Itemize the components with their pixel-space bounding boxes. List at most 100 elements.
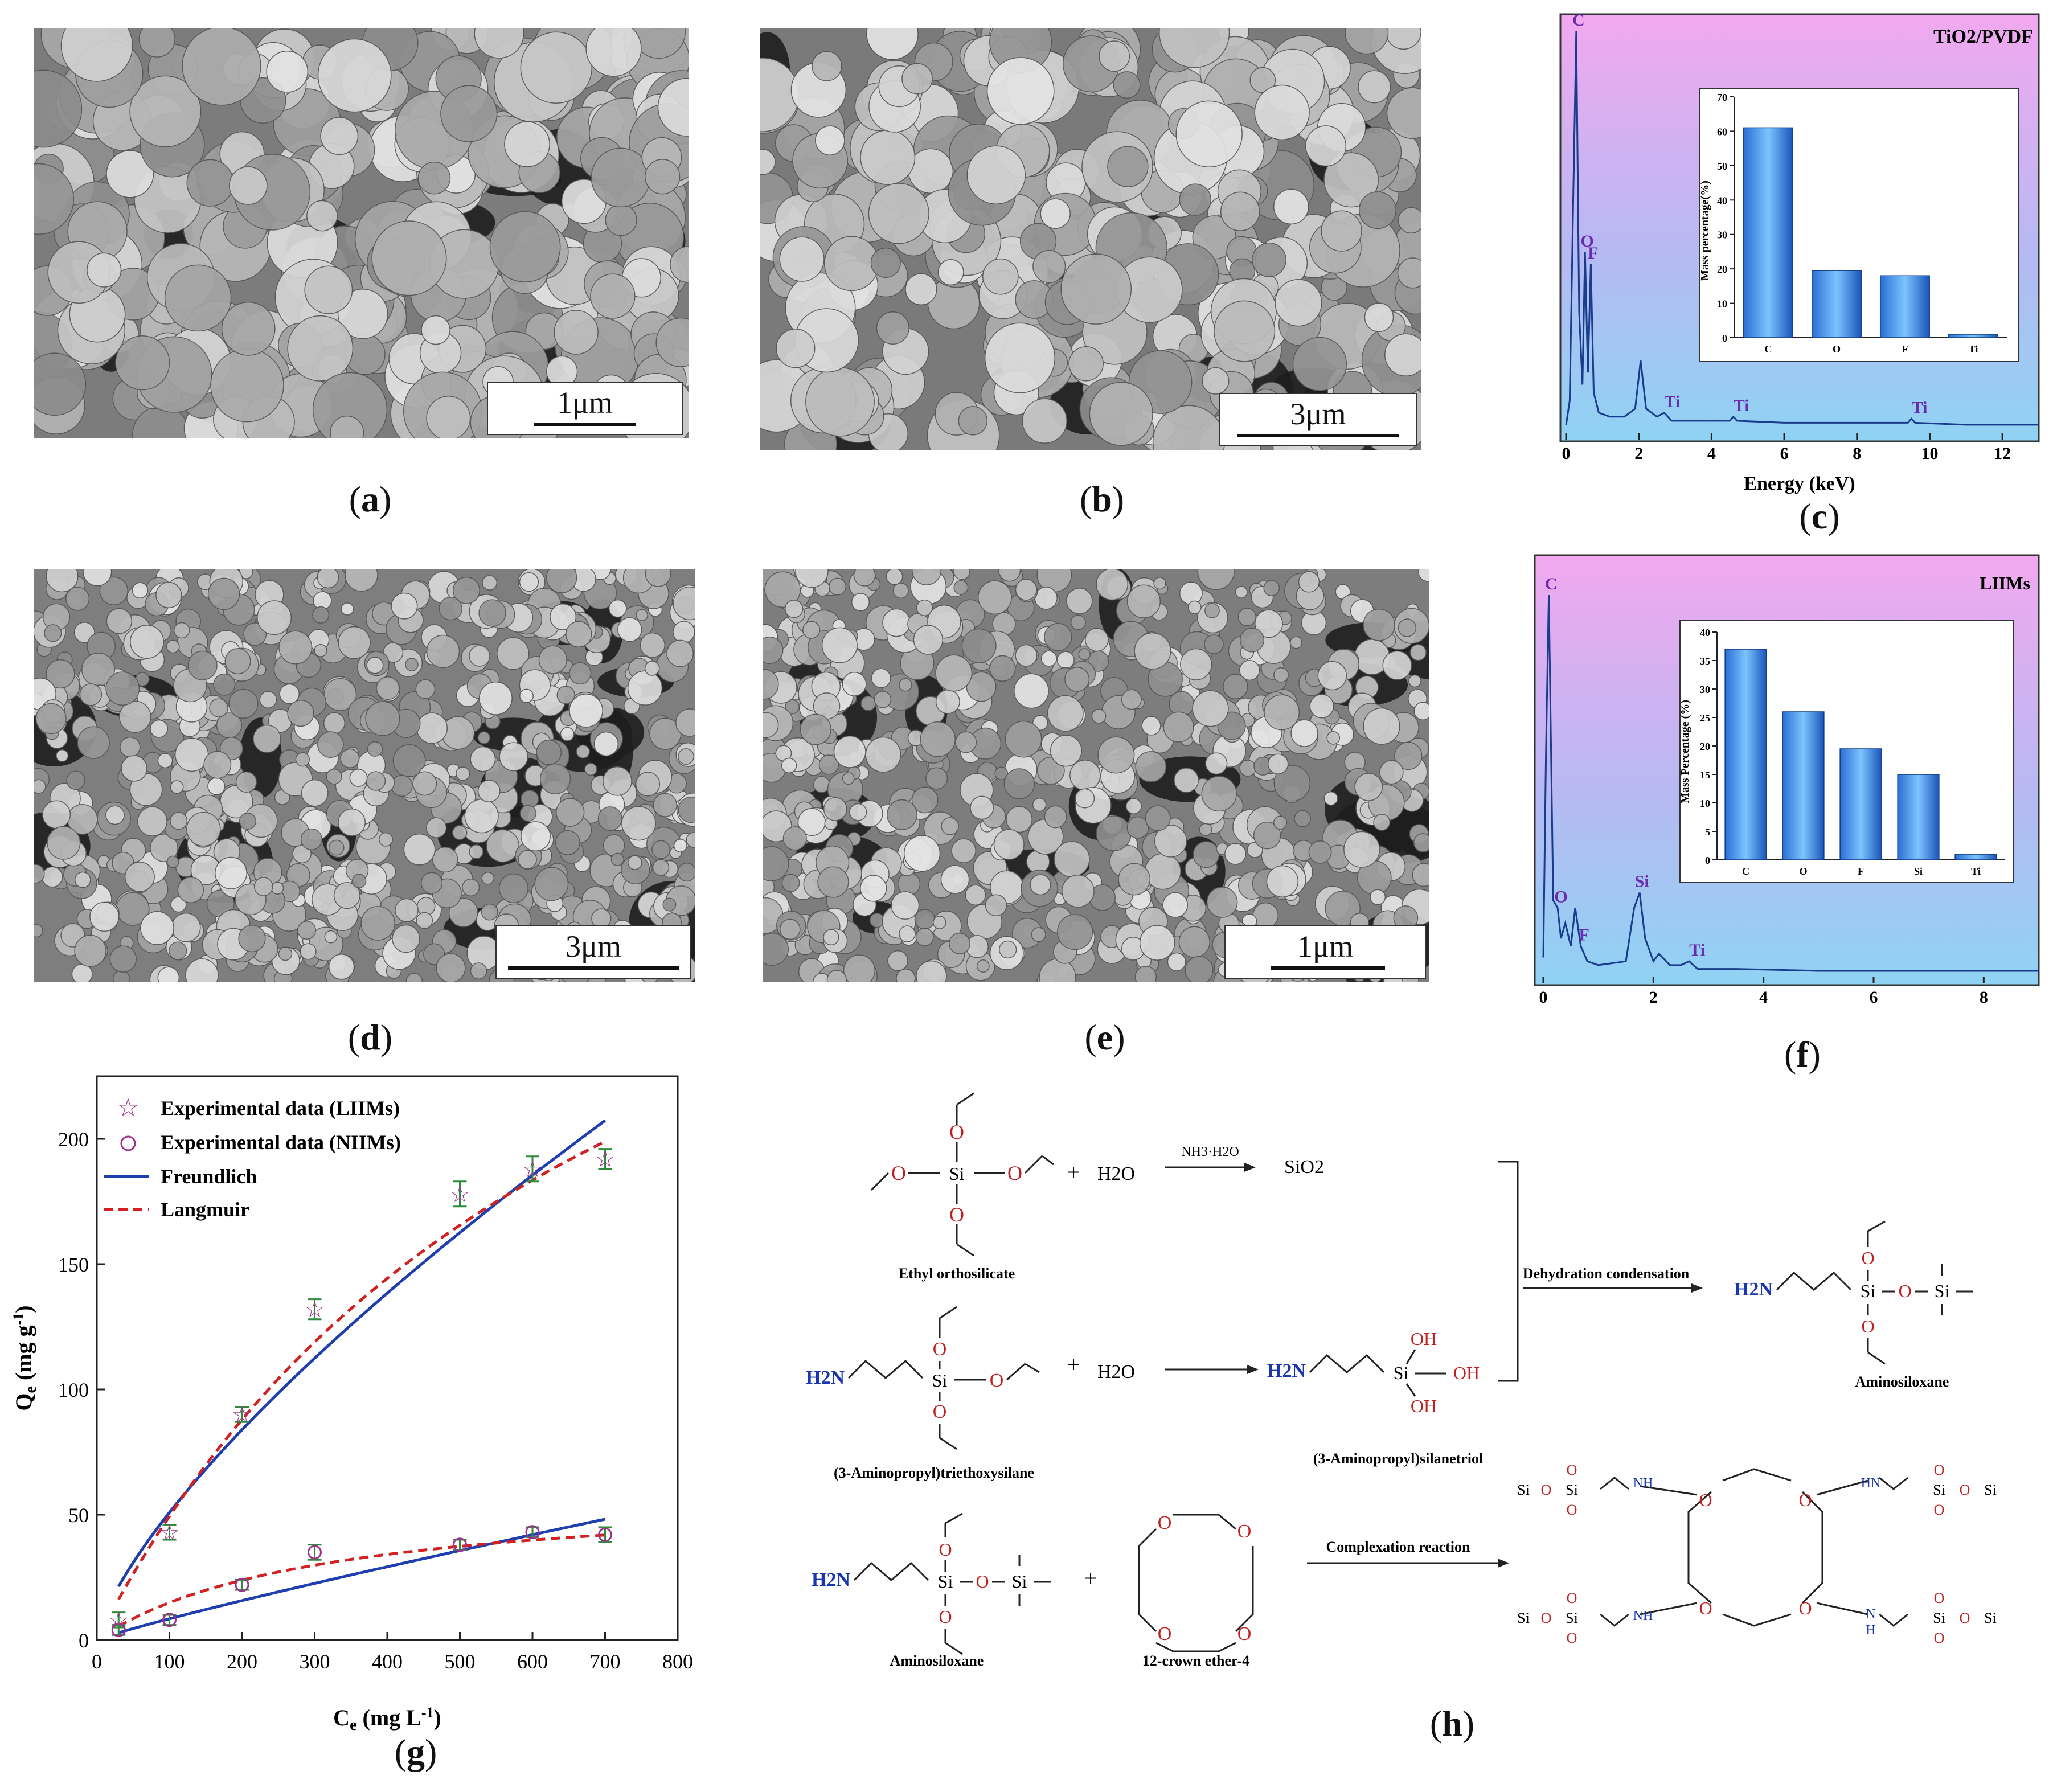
eds-xtick-label: 2 [1649,988,1658,1007]
inset-ytick-label: 30 [1700,684,1710,695]
sem-grain [66,770,85,790]
sem-grain [1364,302,1394,333]
sem-grain [34,779,46,794]
arrow-4-head [1498,1559,1509,1568]
eds-peak-label: Ti [1912,398,1928,417]
sem-grain [1078,648,1091,661]
sem-grain [1263,580,1280,596]
aminosiloxane2-chain [853,1561,929,1581]
eds-title-f: LIIMs [1980,573,2030,593]
sem-grain [34,864,45,884]
sem-grain [1193,841,1220,868]
aminosiloxane-chain [1776,1271,1852,1291]
sem-grain [970,795,994,820]
sem-grain [953,569,970,580]
sem-grain [238,925,266,953]
sem-grain [121,755,147,782]
silanetriol-oh-right: OH [1453,1363,1480,1383]
sem-grain [645,569,671,587]
sem-grain [932,916,946,929]
sem-grain [1294,810,1311,827]
sem-grain [1107,146,1149,187]
eds-peak-label: O [1554,887,1567,906]
sem-grain [763,846,789,881]
sem-grain [521,821,551,852]
sem-grain [416,912,433,929]
sem-grain [278,946,293,961]
sem-grain [1121,689,1142,710]
sem-grain [1418,569,1429,582]
eds-peak-label: Ti [1689,941,1705,959]
sem-grain [421,315,450,345]
sem-grain [166,639,180,654]
sem-grain [439,596,462,621]
bracket [1498,1161,1519,1382]
inset-bar [1812,270,1862,338]
data-point-niims [111,1622,126,1637]
legend-marker-liims: ☆ [117,1094,139,1122]
aminosiloxane2-o-bottom: O [939,1606,952,1627]
cp-arm-bl-si2: Si [1566,1610,1578,1626]
sem-grain [1125,798,1142,814]
sem-grain [1056,651,1075,669]
sem-grain [686,832,695,848]
sem-grain [1394,741,1423,770]
sem-grain [1223,674,1248,700]
sem-grain [1379,760,1404,785]
sem-grain [627,670,663,706]
sem-grain [644,661,660,676]
inset-ytick-label: 40 [1700,627,1710,638]
sem-grain [65,587,90,611]
sem-grain [351,874,367,888]
data-point-liims: ☆ [522,1157,543,1182]
sem-grain [171,912,201,942]
cp-arm-tl-o: O [1541,1482,1552,1498]
crown-name: 12-crown ether-4 [1142,1652,1249,1669]
sem-grain [453,576,480,604]
silanetriol-oh-top: OH [1411,1328,1437,1349]
sem-grain [366,657,384,674]
sem-grain [899,925,916,942]
sem-grain [436,953,466,982]
isotherm-ytick-label: 50 [68,1504,89,1527]
sem-grain [426,634,460,669]
silanetriol-chain [1309,1354,1385,1373]
sem-grain [539,763,571,794]
sem-grain [519,805,536,822]
sem-grain [1345,28,1389,55]
sem-image-d: 3μm [34,569,695,982]
cp-arm-br-si2: Si [1984,1610,1997,1626]
sem-grain [1206,887,1238,918]
sem-grain [1139,925,1175,961]
sem-grain [673,839,687,852]
sem-grain [349,768,368,787]
sem-grain [1254,84,1310,141]
sem-grain [1167,952,1186,971]
eds-xtick-label: 0 [1539,988,1548,1007]
cp-o-4: O [1798,1598,1812,1618]
sem-grain [340,748,360,768]
sem-grain [1267,753,1289,774]
sem-grain [1180,648,1212,680]
sem-grain [118,700,151,733]
sem-grain [326,768,342,785]
sem-grain [186,159,234,207]
sem-grain [914,909,935,930]
sem-grain [953,580,969,595]
sem-grain [169,941,187,960]
sem-grain [337,288,388,339]
isotherm-xtick-label: 700 [590,1650,621,1673]
sem-grain [333,882,360,909]
sem-grain [585,28,642,77]
sem-grain [985,894,1007,917]
silanetriol-si: Si [1394,1363,1409,1383]
sem-grain [565,621,592,648]
plus-2: + [1067,1352,1080,1377]
isotherm-ytick-label: 200 [58,1128,89,1151]
scalebar-line-a [534,423,636,426]
sem-grain [239,812,257,830]
dehydration-label: Dehydration condensation [1523,1265,1690,1282]
sem-grain [46,659,75,689]
sem-grain [826,970,847,982]
sem-grain [164,264,232,332]
